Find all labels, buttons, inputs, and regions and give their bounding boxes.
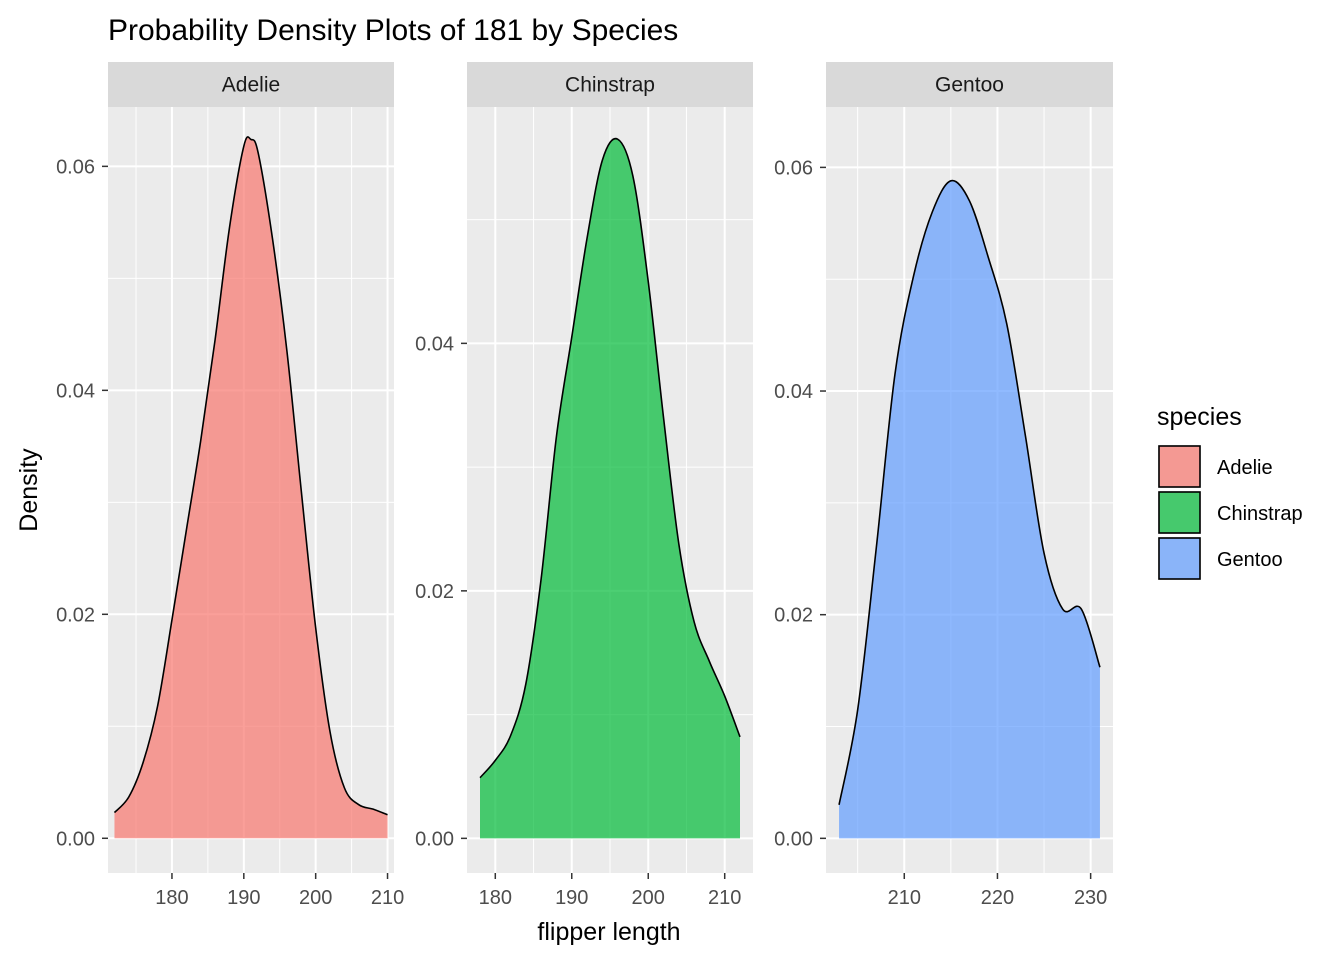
x-tick-label: 190 — [227, 887, 260, 909]
y-tick-label: 0.04 — [56, 380, 95, 402]
y-axis-title: Density — [15, 448, 43, 532]
legend-label: Adelie — [1217, 457, 1273, 479]
facet-strip-label: Gentoo — [935, 74, 1004, 97]
x-tick-label: 210 — [708, 887, 741, 909]
density-curve-adelie — [113, 136, 388, 816]
y-tick-label: 0.04 — [774, 381, 813, 403]
x-tick-label: 220 — [981, 887, 1014, 909]
x-tick-label: 210 — [371, 887, 404, 909]
panel-adelie: Adelie 180 190 200 210 0.00 0.02 0.04 0.06 — [56, 62, 404, 909]
y-tick-label: 0.00 — [56, 828, 95, 850]
x-tick-label: 180 — [155, 887, 188, 909]
legend: species Adelie Chinstrap Gentoo — [1157, 403, 1303, 580]
legend-key-adelie — [1158, 445, 1201, 488]
legend-title: species — [1157, 403, 1242, 431]
y-tick-label: 0.06 — [56, 156, 95, 178]
x-tick-label: 200 — [299, 887, 332, 909]
chart-title: Probability Density Plots of 181 by Spec… — [108, 14, 678, 47]
density-curve-gentoo — [838, 179, 1101, 805]
x-tick-label: 210 — [888, 887, 921, 909]
facet-panels: Adelie 180 190 200 210 0.00 0.02 0.04 0.06 Chinst… — [56, 62, 1113, 909]
legend-label: Chinstrap — [1217, 503, 1303, 525]
legend-key-chinstrap — [1158, 491, 1201, 534]
facet-strip — [826, 62, 1113, 107]
x-axis-title: flipper length — [537, 918, 680, 946]
y-tick-label: 0.02 — [774, 605, 813, 627]
x-tick-label: 190 — [555, 887, 588, 909]
facet-strip-label: Chinstrap — [565, 74, 655, 97]
x-tick-label: 230 — [1074, 887, 1107, 909]
y-tick-label: 0.00 — [415, 828, 454, 850]
density-area-gentoo — [839, 180, 1100, 839]
y-tick-label: 0.00 — [774, 828, 813, 850]
legend-label: Gentoo — [1217, 549, 1283, 571]
facet-strip — [108, 62, 394, 107]
y-tick-label: 0.06 — [774, 157, 813, 179]
panel-chinstrap: Chinstrap 180 190 200 210 0.00 0.02 0.04 — [415, 62, 753, 909]
x-tick-label: 180 — [479, 887, 512, 909]
panel-gentoo: Gentoo 210 220 230 0.00 0.02 0.04 0.06 — [774, 62, 1113, 909]
x-tick-label: 200 — [632, 887, 665, 909]
y-tick-label: 0.02 — [56, 604, 95, 626]
facet-strip-label: Adelie — [222, 74, 280, 97]
y-tick-label: 0.02 — [415, 581, 454, 603]
facet-strip — [467, 62, 753, 107]
y-tick-label: 0.04 — [415, 333, 454, 355]
legend-key-gentoo — [1158, 537, 1201, 580]
density-curve-chinstrap — [479, 137, 741, 779]
density-area-chinstrap — [480, 138, 740, 839]
